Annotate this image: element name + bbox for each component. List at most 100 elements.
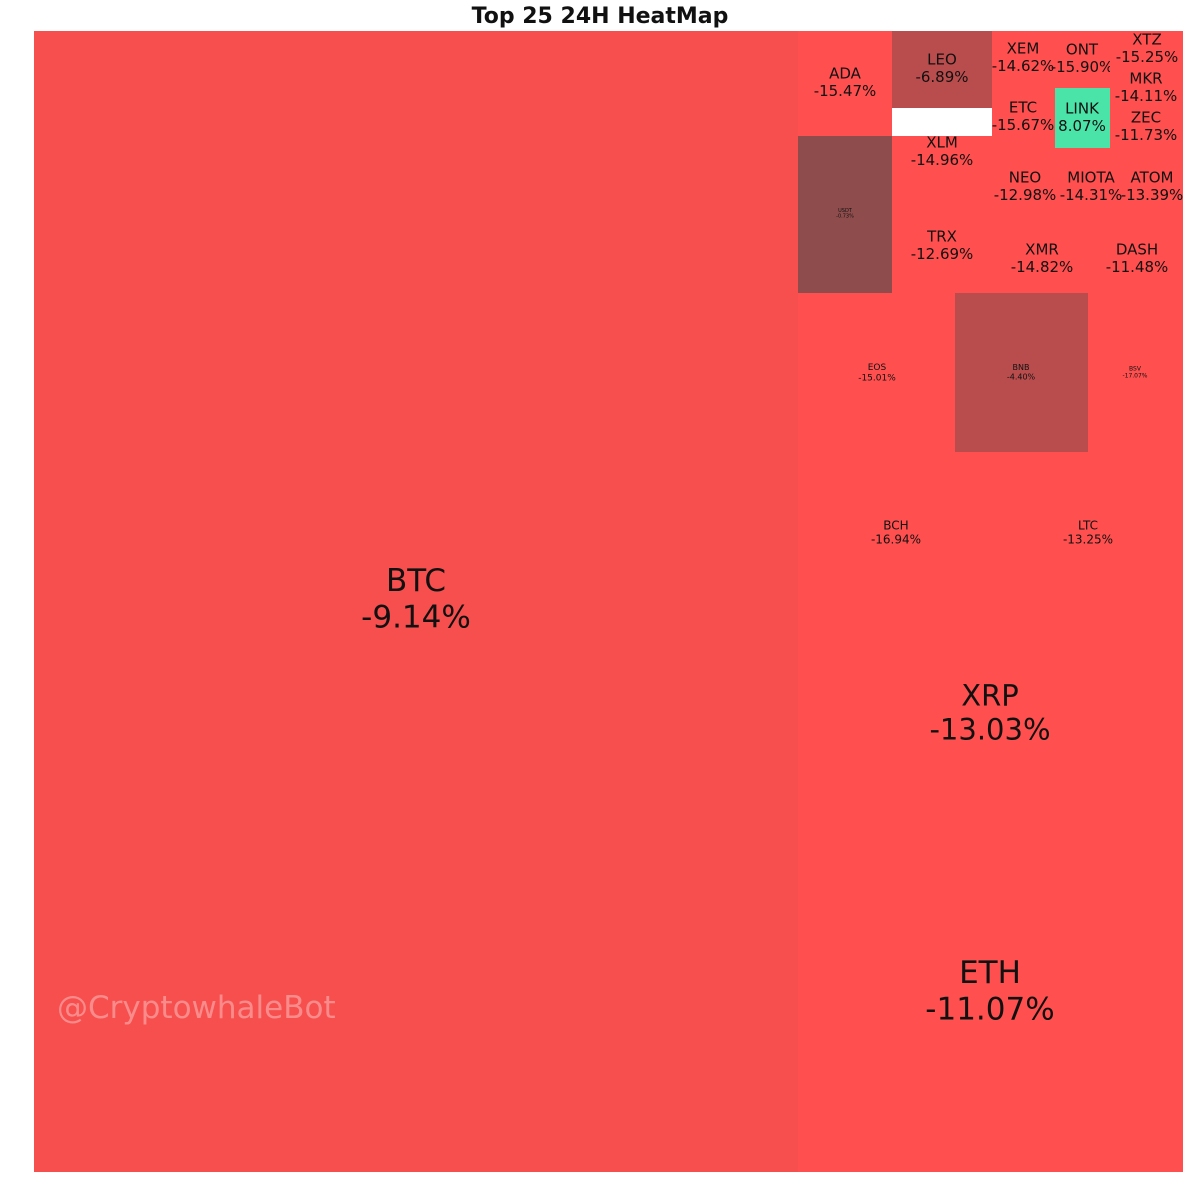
tile-symbol-eos: EOS <box>868 363 887 373</box>
tile-usdt: USDT-0.73% <box>798 136 892 293</box>
tile-ltc: LTC-13.25% <box>992 452 1183 612</box>
tile-symbol-mkr: MKR <box>1129 70 1162 88</box>
tile-change-xrp: -13.03% <box>929 712 1050 746</box>
tile-rect-zec <box>1110 108 1183 148</box>
tile-change-leo: -6.89% <box>915 68 968 86</box>
tile-rect-dash <box>1091 214 1183 293</box>
tile-symbol-leo: LEO <box>927 51 957 69</box>
tile-rect-trx <box>892 214 992 293</box>
tile-symbol-bch: BCH <box>883 518 908 532</box>
tile-change-trx: -12.69% <box>911 245 974 263</box>
tile-change-ada: -15.47% <box>814 82 877 100</box>
tile-mkr: MKR-14.11% <box>1110 69 1183 108</box>
tile-rect-link <box>1055 88 1110 148</box>
tile-symbol-xlm: XLM <box>926 134 958 152</box>
chart-title: Top 25 24H HeatMap <box>471 4 729 29</box>
tile-symbol-ltc: LTC <box>1078 518 1098 532</box>
tile-change-dash: -11.48% <box>1106 258 1169 276</box>
tile-ada: ADA-15.47% <box>798 31 892 136</box>
tile-change-usdt: -0.73% <box>836 214 854 220</box>
tile-bch: BCH-16.94% <box>798 452 992 612</box>
tile-rect-xlm <box>892 136 992 214</box>
tile-change-mkr: -14.11% <box>1115 87 1178 105</box>
tile-change-atom: -13.39% <box>1121 186 1184 204</box>
tile-rect-miota <box>1058 148 1123 214</box>
tile-change-bnb: -4.40% <box>1007 373 1036 382</box>
tile-rect-bch <box>798 452 992 612</box>
tile-change-ont: -15.90% <box>1051 58 1114 76</box>
tile-change-bsv: -17.07% <box>1122 373 1147 380</box>
tile-symbol-btc: BTC <box>386 563 446 599</box>
tile-symbol-ada: ADA <box>829 65 862 83</box>
tile-symbol-neo: NEO <box>1009 169 1042 187</box>
tile-eth: ETH-11.07% <box>798 872 1183 1172</box>
tile-symbol-bnb: BNB <box>1013 363 1030 372</box>
tile-symbol-atom: ATOM <box>1130 169 1173 187</box>
tile-bsv: BSV-17.07% <box>1088 293 1183 452</box>
tile-etc: ETC-15.67% <box>992 88 1055 148</box>
tile-rect-bsv <box>1088 293 1183 452</box>
tile-rect-etc <box>992 88 1055 148</box>
tile-rect-neo <box>992 148 1058 214</box>
tile-rect-xem <box>992 31 1055 88</box>
tile-change-xtz: -15.25% <box>1116 48 1179 66</box>
tile-change-neo: -12.98% <box>994 186 1057 204</box>
tile-trx: TRX-12.69% <box>892 214 992 293</box>
tile-atom: ATOM-13.39% <box>1121 148 1184 214</box>
tile-symbol-xtz: XTZ <box>1132 31 1161 49</box>
tile-xem: XEM-14.62% <box>992 31 1055 88</box>
tile-dash: DASH-11.48% <box>1091 214 1183 293</box>
tile-bnb: BNB-4.40% <box>955 293 1088 452</box>
tile-change-eos: -15.01% <box>858 374 896 384</box>
tile-xmr: XMR-14.82% <box>992 214 1091 293</box>
tile-xtz: XTZ-15.25% <box>1110 31 1183 69</box>
tile-rect-xtz <box>1110 31 1183 69</box>
tile-symbol-usdt: USDT <box>838 208 853 214</box>
tile-miota: MIOTA-14.31% <box>1058 148 1123 214</box>
tile-symbol-trx: TRX <box>926 228 957 246</box>
tile-symbol-bsv: BSV <box>1129 366 1142 373</box>
tile-eos: EOS-15.01% <box>798 293 955 452</box>
tile-change-zec: -11.73% <box>1115 126 1178 144</box>
tile-leo: LEO-6.89% <box>892 31 992 108</box>
tile-rect-xmr <box>992 214 1091 293</box>
tile-symbol-etc: ETC <box>1009 99 1037 117</box>
tile-symbol-miota: MIOTA <box>1067 169 1115 187</box>
tile-btc: BTC-9.14% <box>34 31 798 1172</box>
tile-change-etc: -15.67% <box>992 116 1055 134</box>
tile-change-link: 8.07% <box>1058 117 1106 135</box>
tile-rect-eth <box>798 872 1183 1172</box>
tile-rect-xrp <box>798 612 1183 872</box>
tile-rect-leo <box>892 31 992 108</box>
tile-symbol-xem: XEM <box>1007 40 1040 58</box>
tile-change-xmr: -14.82% <box>1011 258 1074 276</box>
tile-rect-ltc <box>992 452 1183 612</box>
tile-rect-ont <box>1055 31 1110 88</box>
tile-rect-btc <box>34 31 798 1172</box>
tile-change-xem: -14.62% <box>992 57 1055 75</box>
tile-change-xlm: -14.96% <box>911 151 974 169</box>
tile-symbol-link: LINK <box>1065 100 1100 118</box>
tile-rect-usdt <box>798 136 892 293</box>
tile-symbol-xmr: XMR <box>1025 241 1059 259</box>
tile-neo: NEO-12.98% <box>992 148 1058 214</box>
tile-rect-bnb <box>955 293 1088 452</box>
tile-xrp: XRP-13.03% <box>798 612 1183 872</box>
tile-change-miota: -14.31% <box>1060 186 1123 204</box>
tile-symbol-dash: DASH <box>1116 241 1158 259</box>
tile-zec: ZEC-11.73% <box>1110 108 1183 148</box>
tile-symbol-ont: ONT <box>1066 41 1099 59</box>
tile-change-bch: -16.94% <box>871 532 921 546</box>
tile-change-eth: -11.07% <box>925 991 1054 1027</box>
tile-symbol-eth: ETH <box>959 955 1021 991</box>
tile-rect-eos <box>798 293 955 452</box>
tile-rect-ada <box>798 31 892 136</box>
tile-rect-atom <box>1123 148 1183 214</box>
tile-ont: ONT-15.90% <box>1051 31 1114 88</box>
tile-change-btc: -9.14% <box>361 599 471 635</box>
tile-symbol-zec: ZEC <box>1131 109 1161 127</box>
tile-rect-mkr <box>1110 69 1183 108</box>
watermark: @CryptowhaleBot <box>57 990 336 1026</box>
